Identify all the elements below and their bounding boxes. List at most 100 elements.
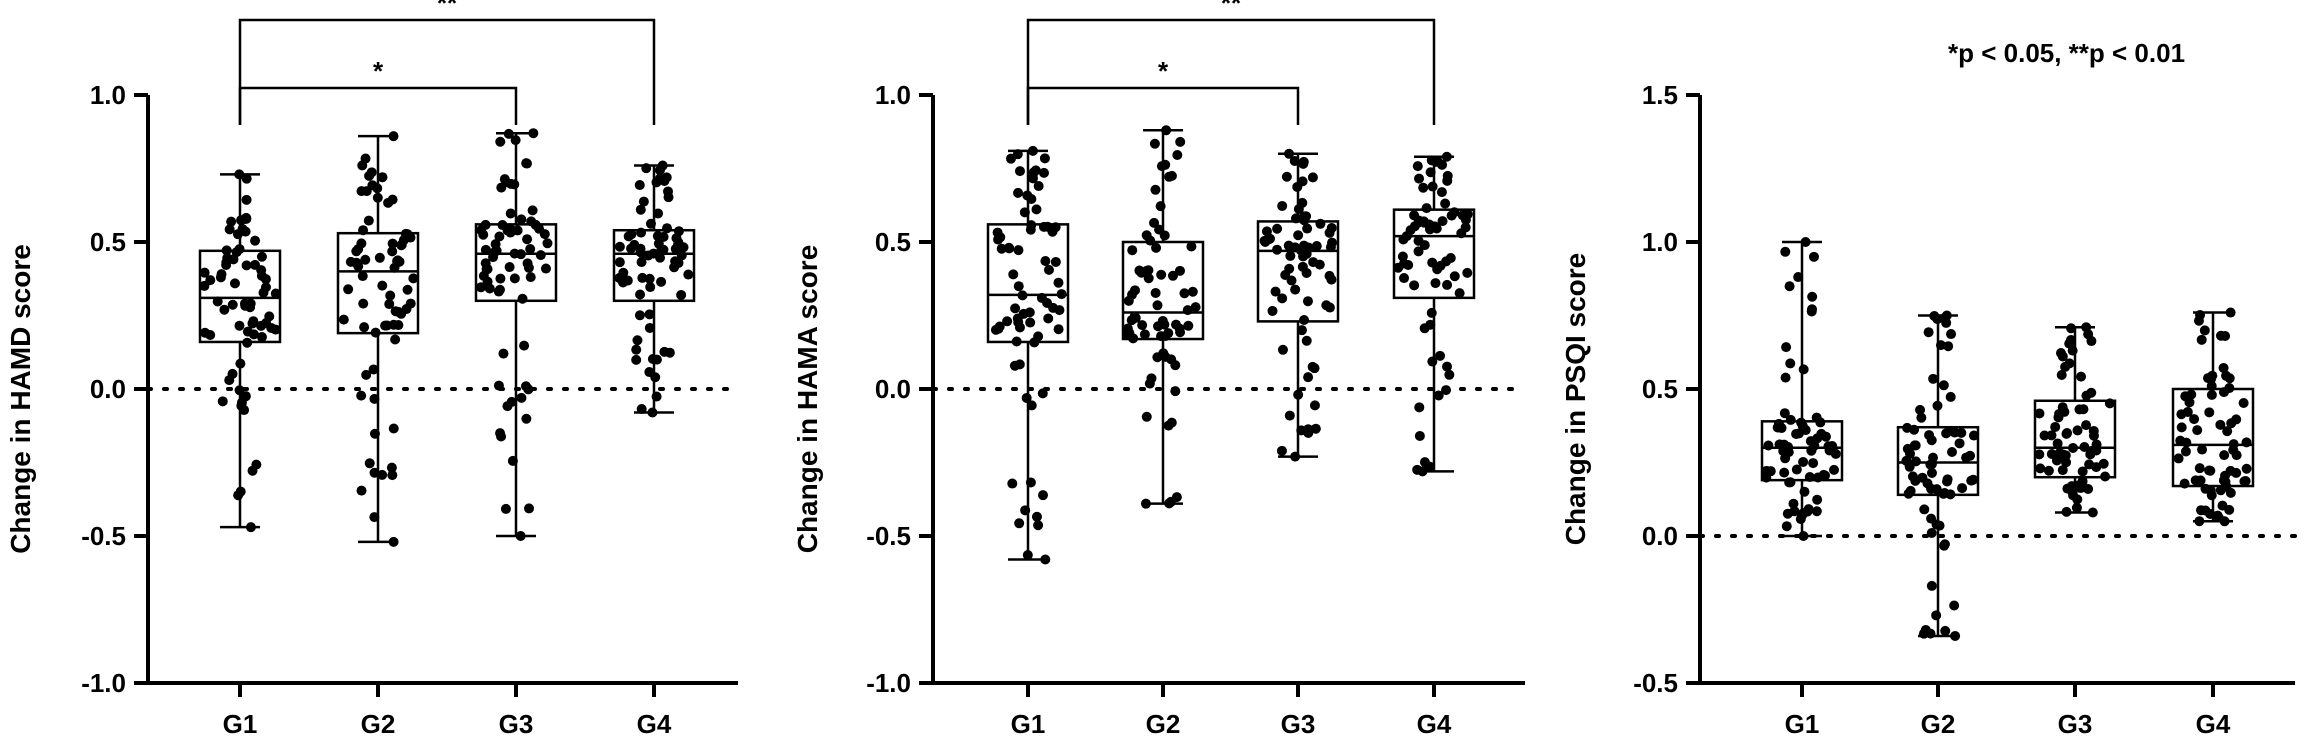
data-point	[260, 274, 271, 285]
data-point	[1056, 289, 1067, 300]
bracket-line	[1026, 86, 1300, 125]
data-point	[1285, 250, 1296, 261]
box-g2	[336, 131, 420, 547]
box-g4	[2171, 307, 2255, 527]
data-point	[1433, 390, 1444, 401]
data-point	[369, 512, 380, 523]
data-point	[1791, 464, 1802, 475]
data-point	[393, 320, 404, 331]
data-point	[226, 216, 237, 227]
data-point	[248, 329, 259, 340]
data-point	[1413, 235, 1424, 246]
data-point	[1946, 329, 1957, 340]
data-point	[626, 243, 637, 254]
data-point	[1021, 392, 1032, 403]
data-point	[648, 248, 659, 259]
data-point	[241, 260, 252, 271]
box-g3	[1256, 148, 1340, 462]
data-point	[1774, 439, 1785, 450]
data-point	[1314, 259, 1325, 270]
data-point	[1022, 550, 1033, 561]
data-point	[1013, 187, 1024, 198]
data-point	[1038, 167, 1049, 178]
data-point	[2241, 437, 2252, 448]
data-point	[1441, 256, 1452, 267]
data-point	[645, 218, 656, 229]
data-point	[1932, 314, 1943, 325]
data-point	[1163, 328, 1174, 339]
data-point	[650, 372, 661, 383]
box-g1	[986, 145, 1070, 565]
data-point	[495, 273, 506, 284]
data-point	[1301, 335, 1312, 346]
data-point	[384, 299, 395, 310]
data-point	[1284, 410, 1295, 421]
data-point	[2204, 407, 2215, 418]
data-point	[516, 214, 527, 225]
data-point	[390, 334, 401, 345]
data-point	[1449, 207, 1460, 218]
data-point	[525, 272, 536, 283]
data-point	[2034, 449, 2045, 460]
data-point	[372, 183, 383, 194]
data-point	[2173, 453, 2184, 464]
data-point	[205, 329, 216, 340]
data-point	[1931, 519, 1942, 530]
data-point	[1272, 244, 1283, 255]
data-point	[1010, 303, 1021, 314]
data-point	[1807, 304, 1818, 315]
data-point	[1799, 486, 1810, 497]
chart-panel-3: -0.5 0.0 0.5 1.0 1.5 Change in PSQI score G1 G2…	[1560, 80, 2297, 739]
data-point	[2066, 323, 2077, 334]
data-point	[647, 407, 658, 418]
data-point	[1050, 256, 1061, 267]
data-point	[2204, 465, 2215, 476]
data-point	[1166, 170, 1177, 181]
data-point	[2087, 507, 2098, 518]
data-point	[636, 257, 647, 268]
data-point	[361, 369, 372, 380]
data-point	[528, 128, 539, 139]
data-point	[1022, 190, 1033, 201]
box-g1	[1760, 237, 1844, 541]
data-point	[2051, 455, 2062, 466]
data-point	[1827, 441, 1838, 452]
data-point	[637, 272, 648, 283]
data-point	[2074, 404, 2085, 415]
data-point	[219, 304, 230, 315]
data-point	[377, 172, 388, 183]
data-point	[1918, 628, 1929, 639]
y-tick-label: 0.0	[90, 374, 126, 404]
data-point	[241, 194, 252, 205]
data-point	[388, 536, 399, 547]
data-point	[199, 280, 210, 291]
data-point	[510, 135, 521, 146]
data-point	[519, 340, 530, 351]
data-point	[1123, 295, 1134, 306]
data-point	[408, 273, 419, 284]
data-point	[1276, 445, 1287, 456]
data-point	[2067, 442, 2078, 453]
data-point	[493, 380, 504, 391]
data-point	[364, 458, 375, 469]
data-point	[2215, 419, 2226, 430]
data-point	[356, 485, 367, 496]
data-point	[1811, 412, 1822, 423]
data-point	[654, 165, 665, 176]
x-tick-label: G3	[2058, 709, 2093, 739]
chart-panel-2: -1.0 -0.5 0.0 0.5 1.0 Change in HAMA score G1 G…	[792, 0, 1527, 739]
data-point	[240, 300, 251, 311]
data-point	[1141, 411, 1152, 422]
y-axis-label: Change in HAMD score	[5, 244, 36, 554]
data-point	[1309, 400, 1320, 411]
data-point	[2067, 345, 2078, 356]
data-point	[636, 403, 647, 414]
significance-marker: **	[1221, 0, 1242, 18]
data-point	[1129, 285, 1140, 296]
data-point	[635, 204, 646, 215]
data-point	[1013, 281, 1024, 292]
data-point	[2241, 463, 2252, 474]
data-point	[345, 256, 356, 267]
data-point	[1277, 293, 1288, 304]
